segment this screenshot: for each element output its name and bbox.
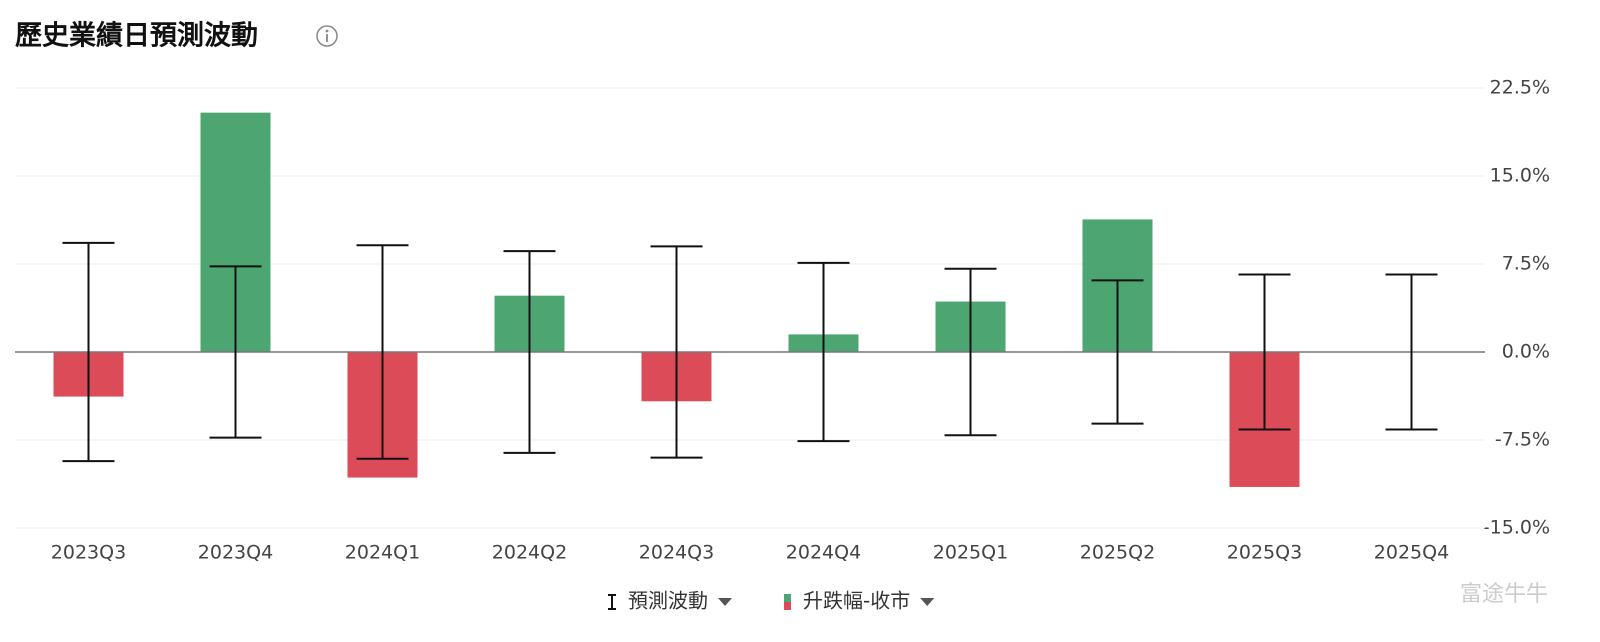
legend-label: 預測波動 — [628, 589, 708, 613]
x-tick-label: 2023Q3 — [51, 542, 126, 564]
error-bar — [1091, 279, 1144, 425]
x-tick-label: 2023Q4 — [198, 542, 273, 564]
x-tick-label: 2025Q3 — [1227, 542, 1302, 564]
info-icon-circle — [316, 25, 338, 47]
x-tick-label: 2024Q2 — [492, 542, 567, 564]
info-icon[interactable] — [316, 25, 338, 47]
y-tick-label: 7.5% — [1502, 253, 1550, 275]
legend-icon — [784, 602, 791, 610]
x-tick-label: 2025Q2 — [1080, 542, 1155, 564]
error-bar — [650, 245, 703, 459]
legend-icon — [784, 594, 791, 602]
legend-item[interactable]: 升跌幅-收市 — [784, 589, 935, 613]
y-tick-label: -15.0% — [1483, 517, 1550, 539]
legend-dropdown — [718, 598, 732, 606]
y-tick-label: -7.5% — [1495, 429, 1550, 451]
error-bar — [62, 241, 115, 463]
legend-dropdown — [920, 598, 935, 606]
x-tick-label: 2024Q4 — [786, 542, 861, 564]
legend-icon — [608, 594, 616, 610]
y-tick-label: 22.5% — [1490, 77, 1550, 99]
legend-item[interactable]: 預測波動 — [608, 589, 732, 613]
x-tick-label: 2025Q4 — [1374, 542, 1449, 564]
error-bar — [797, 261, 850, 443]
x-tick-label: 2024Q3 — [639, 542, 714, 564]
x-tick-label: 2024Q1 — [345, 542, 420, 564]
info-icon-dot — [325, 29, 329, 33]
x-tick-label: 2025Q1 — [933, 542, 1008, 564]
error-bar — [1385, 273, 1438, 431]
y-tick-label: 0.0% — [1502, 341, 1550, 363]
error-bar — [944, 267, 997, 437]
error-bar — [209, 265, 262, 439]
error-bar — [1238, 273, 1291, 431]
y-tick-label: 15.0% — [1490, 165, 1550, 187]
watermark: 富途牛牛 — [1460, 582, 1548, 607]
error-bar — [356, 244, 409, 460]
legend-label: 升跌幅-收市 — [803, 589, 910, 613]
error-bar — [503, 250, 556, 454]
chart-title: 歷史業績日預測波動 — [15, 20, 258, 52]
